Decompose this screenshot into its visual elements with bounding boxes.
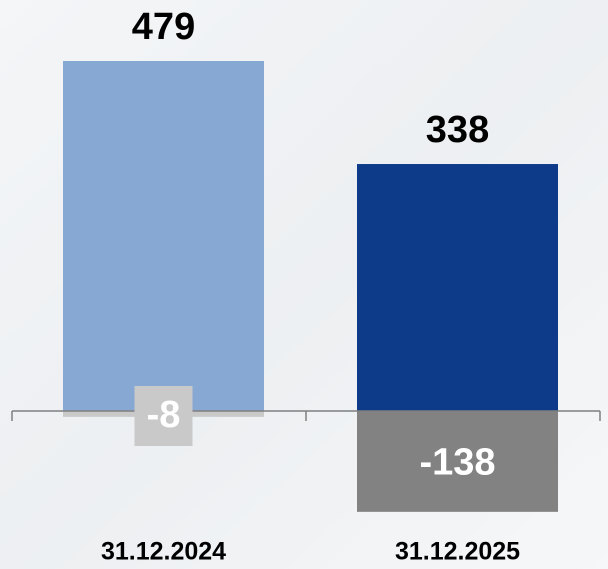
value-label: 338 [426, 109, 489, 151]
bar [357, 164, 558, 411]
bar [357, 411, 558, 512]
value-label: -138 [419, 441, 495, 483]
value-label: 479 [132, 6, 195, 48]
value-label-box [134, 386, 193, 446]
bar [63, 61, 264, 411]
value-label: -8 [147, 394, 181, 436]
x-tick-label: 31.12.2025 [395, 538, 520, 566]
x-tick-label: 31.12.2024 [101, 538, 226, 566]
